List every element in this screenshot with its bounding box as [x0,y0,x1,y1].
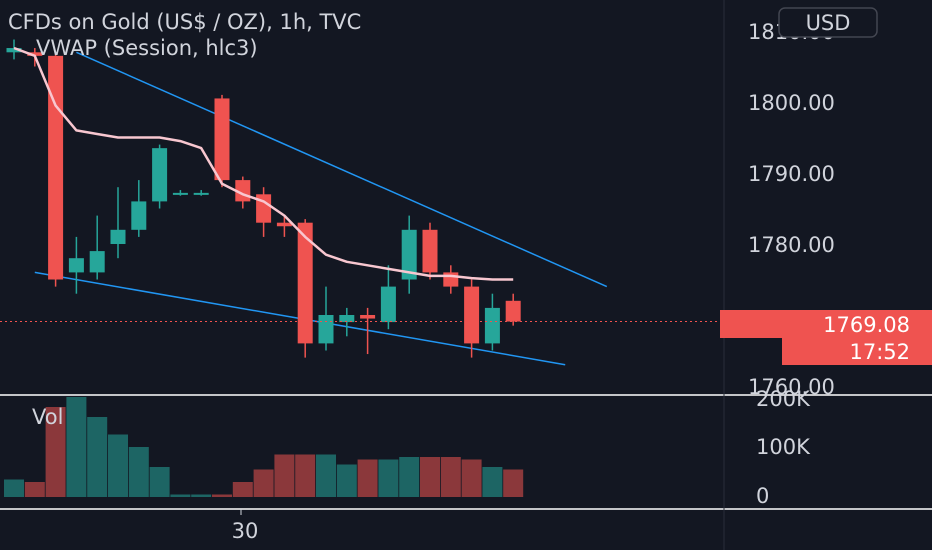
candle-body [339,315,355,323]
current-price-tag [720,310,932,338]
candle-body [214,98,230,181]
volume-bar [45,407,66,497]
candle-body [172,192,188,195]
candle-body [380,286,396,323]
candle-body [318,315,334,344]
price-tick: 1800.00 [748,91,835,115]
volume-bar [128,447,149,497]
candle-body [89,251,105,273]
volume-bar [212,494,232,497]
candle-body [484,307,500,344]
volume-bar [316,454,336,497]
volume-bar [108,434,128,497]
candle-body [193,192,209,195]
volume-bar [399,457,420,497]
volume-tick: 100K [756,435,811,459]
indicator-label[interactable]: VWAP (Session, hlc3) [36,36,258,60]
volume-bar [378,459,399,497]
volume-bar [191,494,212,497]
price-tick: 1790.00 [748,162,835,186]
candles [6,39,521,358]
price-axis[interactable]: 1810.00 1800.00 1790.00 1780.00 1760.00 [748,20,835,399]
volume-bar [149,467,170,497]
volume-bar [253,469,274,497]
candle-body [401,229,417,280]
price-tick: 1780.00 [748,233,835,257]
candle-body [68,258,84,273]
volume-bars [4,397,524,497]
countdown-tag [782,338,932,365]
vwap-series-line [13,46,514,281]
upper-trendline [76,51,608,288]
candle-body [443,272,459,287]
volume-bar [440,457,461,497]
candle-body [131,201,147,230]
candle-body [6,48,22,53]
time-axis[interactable]: 30 [232,509,259,543]
volume-title: Vol [32,405,63,429]
volume-bar [4,479,24,497]
candle-body [152,148,168,202]
currency-button-label: USD [806,11,851,35]
chart-title: CFDs on Gold (US$ / OZ), 1h, TVC [8,10,361,34]
volume-bar [461,459,482,497]
volume-bar [357,459,378,497]
countdown-value: 17:52 [849,340,910,364]
volume-bar [66,397,87,497]
volume-bar [232,482,253,497]
volume-tick: 200K [756,387,811,411]
price-tick: 1760.00 [748,375,835,399]
volume-bar [295,454,316,497]
volume-tick: 0 [756,484,769,508]
candle-body [276,222,292,227]
volume-bar [482,467,503,497]
volume-bar [87,417,108,497]
candle-body [48,55,64,280]
candle-body [27,52,43,56]
volume-bar [274,454,295,497]
current-price-value: 1769.08 [823,313,910,337]
candle-body [110,229,126,244]
candle-body [360,315,376,319]
candle-body [297,222,313,344]
candle-body [464,286,480,344]
volume-bar [170,494,191,497]
candle-body [422,229,438,273]
volume-bar [420,457,440,497]
vwap-line [13,46,514,281]
volume-bar [336,464,357,497]
volume-axis[interactable]: 200K 100K 0 [756,387,811,508]
candle-body [505,300,521,322]
volume-bar [24,482,45,497]
currency-button[interactable] [778,7,878,38]
volume-bar [503,469,524,497]
time-tick: 30 [232,519,259,543]
